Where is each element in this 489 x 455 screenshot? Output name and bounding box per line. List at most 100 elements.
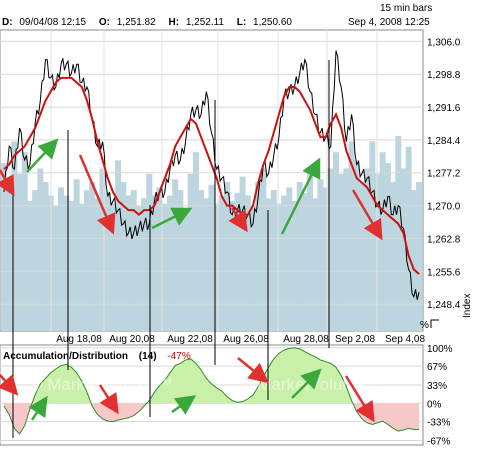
volume-bar [229,200,236,331]
volume-bar [265,198,272,331]
volume-bar [307,173,314,331]
volume-bar [410,190,417,331]
volume-bar [89,182,96,331]
volume-bar [16,173,23,331]
volume-bar [255,182,262,331]
volume-bar [390,182,397,331]
volume-bar [109,203,116,331]
x-tick-label: Sep 2,08 [335,334,375,345]
price-lines [3,50,420,300]
y-tick-label: 1,306.0 [427,37,461,48]
down-arrow [98,384,119,415]
volume-bar [130,190,137,331]
volume-bar [32,190,39,331]
watermark-bottom: © MarketVolume™ [30,375,173,394]
quote-line: D: 09/04/08 12:15 O: 1,251.82 H: 1,252.1… [2,17,292,28]
volume-bar [250,206,256,331]
volume-bar [68,200,75,331]
volume-bar [296,182,303,331]
trend-arrows [0,138,383,423]
scale-corner-icon[interactable] [430,319,439,328]
volume-bar [52,206,59,331]
ad-tick-label: 33% [427,381,447,392]
volume-bar [369,141,376,331]
y-tick-label: 1,255.6 [427,267,461,278]
volume-bar [26,200,33,331]
volume-bar [115,160,122,331]
down-arrow [237,357,269,384]
up-arrow [151,207,193,230]
volume-bar [78,203,85,331]
volume-bar [37,168,44,331]
volume-bar [120,182,127,331]
volume-bar [260,168,267,331]
volume-bar [395,135,402,331]
date-value: 09/04/08 12:15 [19,17,86,28]
volume-bar [172,179,179,331]
volume-bar [384,163,391,331]
volume-bar [156,187,163,331]
y-tick-label: 1,277.2 [427,169,461,180]
ad-tick-label: 100% [427,344,453,355]
volume-bar [11,141,18,331]
ad-tick-label: 0% [427,399,442,410]
watermark-top: © MarketVolume™ [5,107,148,126]
volume-bar [364,168,371,331]
open-value: 1,251.82 [117,17,156,28]
volume-bar [317,179,324,331]
volume-bar [338,173,345,331]
price-line [3,50,420,300]
y-tick-label: 1,291.6 [427,103,461,114]
down-arrow [351,189,383,241]
volume-bar [125,195,132,331]
x-tick-label: Aug 18,08 [56,334,102,345]
volume-bar [416,182,422,331]
low-value: 1,250.60 [253,17,292,28]
volume-bar [6,182,13,331]
up-arrow [26,138,59,173]
volume-bar [1,163,7,331]
volume-bar [198,190,205,331]
volume-bar [358,182,365,331]
indicator-value: -47% [167,351,190,362]
volume-bar [63,195,70,331]
down-arrow [344,375,375,423]
volume-bar [99,168,106,331]
x-tick-label: Aug 26,08 [223,334,269,345]
volume-bar [218,195,225,331]
up-arrow [28,395,48,421]
percent-toggle[interactable]: % [420,320,429,331]
x-tick-label: Aug 22,08 [167,334,213,345]
volume-bar [286,187,293,331]
volume-bar [141,198,148,331]
volume-bar [270,190,277,331]
ad-tick-label: 67% [427,362,447,373]
volume-bar [312,198,319,331]
up-arrow [171,395,197,415]
ad-line [3,347,419,435]
volume-bar [182,209,189,331]
volume-bar [135,206,142,331]
open-label: O: [99,17,110,28]
volume-bar [343,168,350,331]
up-arrow [291,368,322,399]
volume-bar [104,192,111,331]
turning-point-lines [12,60,330,438]
ad-tick-label: -33% [427,418,450,429]
down-arrow [78,154,116,235]
indicator-title: Accumulation/Distribution (14) -47% [3,351,191,362]
volume-bar [322,187,329,331]
low-label: L: [237,17,246,28]
y-tick-label: 1,284.4 [427,136,461,147]
y-tick-label: 1,248.4 [427,300,461,311]
volume-bar [177,190,184,331]
volume-bar [187,173,194,331]
volume-bar [151,195,158,331]
volume-bar [281,195,288,331]
volume-bar [348,141,355,331]
volume-bar [94,198,101,331]
high-value: 1,252.11 [186,17,225,28]
watermark-top-right: © MarketVolume™ [230,107,373,126]
high-label: H: [168,17,179,28]
